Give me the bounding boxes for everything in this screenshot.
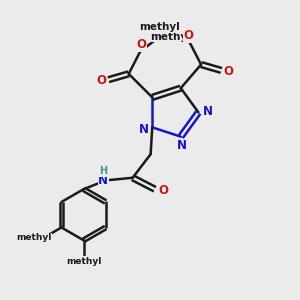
Text: methyl: methyl: [66, 257, 101, 266]
Text: O: O: [136, 38, 146, 51]
Text: O: O: [96, 74, 106, 87]
Text: O: O: [183, 29, 193, 42]
Text: O: O: [224, 64, 234, 78]
Text: N: N: [176, 139, 186, 152]
Text: O: O: [158, 184, 168, 197]
Text: N: N: [203, 105, 213, 118]
Text: methyl: methyl: [16, 233, 52, 242]
Text: H: H: [99, 166, 107, 176]
Text: N: N: [139, 122, 149, 136]
Text: N: N: [98, 173, 108, 187]
Text: methyl: methyl: [150, 32, 191, 41]
Text: methyl: methyl: [139, 22, 180, 32]
